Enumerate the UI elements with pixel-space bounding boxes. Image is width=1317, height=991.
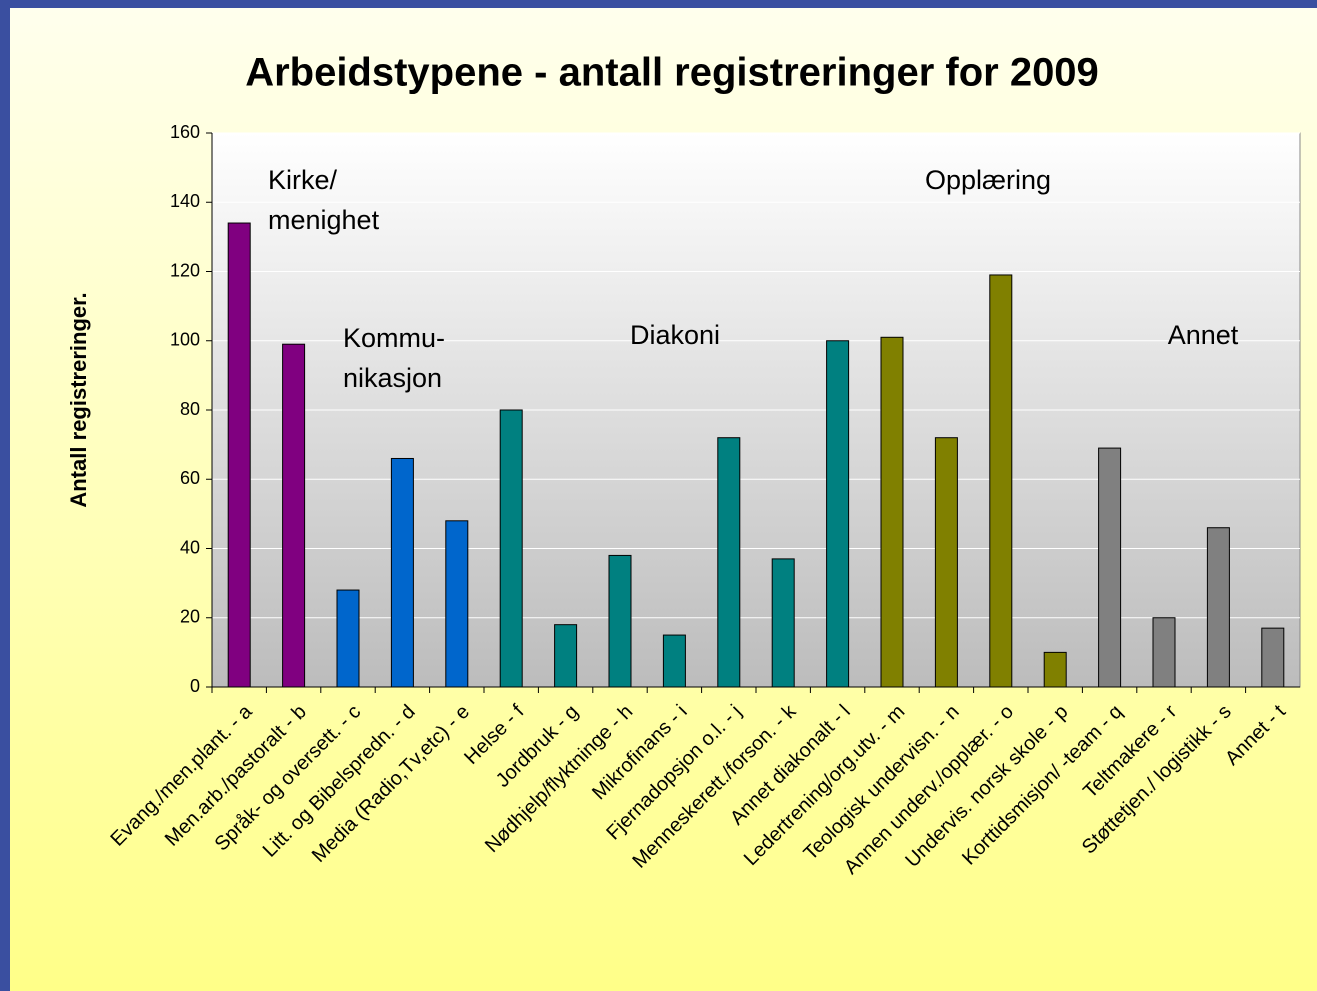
bar [934, 437, 958, 688]
top-band [0, 0, 1317, 8]
bar [282, 343, 306, 688]
bar [1261, 627, 1285, 688]
y-tick-label: 140 [170, 191, 200, 211]
group-label: Kirke/ [268, 165, 338, 195]
bar [227, 222, 251, 688]
group-label: Annet [1168, 320, 1239, 350]
group-label: menighet [268, 205, 380, 235]
bar [1043, 651, 1067, 688]
chart-title: Arbeidstypene - antall registreringer fo… [245, 51, 1099, 95]
bar [336, 589, 360, 688]
y-axis-label: Antall registreringer. [66, 292, 91, 507]
group-label: Kommu- [343, 323, 445, 353]
y-tick-label: 40 [180, 537, 200, 557]
left-band [0, 0, 10, 991]
bar [499, 409, 523, 688]
bar [390, 457, 414, 688]
bar [771, 558, 795, 688]
bar [717, 437, 741, 688]
y-tick-label: 120 [170, 260, 200, 280]
bar [1206, 527, 1230, 688]
y-tick-label: 60 [180, 468, 200, 488]
y-tick-label: 80 [180, 399, 200, 419]
y-tick-label: 20 [180, 607, 200, 627]
group-label: Diakoni [630, 320, 720, 350]
bar [826, 340, 850, 688]
bar [1098, 447, 1122, 688]
group-label: nikasjon [343, 363, 442, 393]
group-label: Opplæring [925, 165, 1051, 195]
bar [445, 520, 469, 688]
bar [554, 624, 578, 688]
bar [880, 336, 904, 688]
bar [989, 274, 1013, 688]
y-tick-label: 0 [190, 676, 200, 696]
bar [1152, 617, 1176, 688]
y-tick-label: 100 [170, 330, 200, 350]
bar [608, 554, 632, 688]
bar [662, 634, 686, 688]
y-tick-label: 160 [170, 122, 200, 142]
